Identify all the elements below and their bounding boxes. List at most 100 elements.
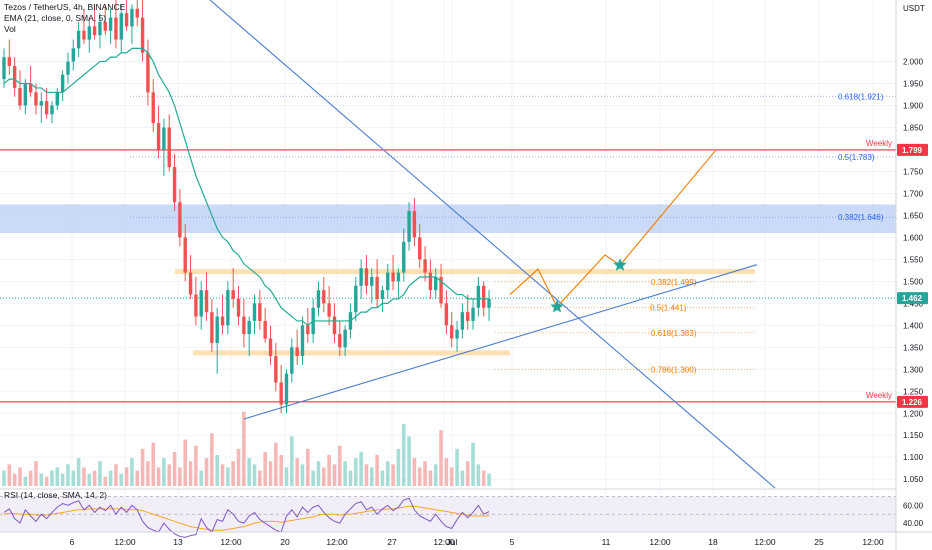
candle-body [364,268,369,286]
candle-body [44,101,49,115]
candle-body [423,259,427,273]
volume-bar [428,470,433,486]
weekly-level-label: Weekly [866,139,892,148]
volume-bar [135,470,140,486]
time-tick: 18 [708,537,718,547]
volume-bar [215,455,219,486]
volume-bar [50,470,54,486]
volume-bar [178,467,182,486]
price-tick: 1.650 [903,211,924,220]
time-tick: 12:00 [433,537,455,547]
volume-bar [327,455,331,486]
price-tick: 1.900 [903,102,924,111]
candle-body [2,57,6,80]
candle-body [66,61,70,75]
candle-body [34,92,38,106]
candle-body [482,285,486,308]
volume-bar [34,461,38,486]
candle-body [204,290,209,313]
candle-body [76,30,81,49]
price-tick: 1.100 [903,453,924,462]
time-tick: 12:00 [754,537,776,547]
volume-bar [476,464,481,486]
volume-bar [146,461,150,486]
volume-bar [12,473,17,486]
rsi-legend[interactable]: RSI (14, close, SMA, 14, 2) [4,490,107,500]
chart-grid [0,0,896,532]
candle-body [300,325,305,357]
candle-body [412,211,417,238]
volume-bar [124,467,129,486]
volume-bar [481,470,486,486]
volume-bar [274,442,278,486]
candle-body [375,276,379,299]
candle-body [279,382,283,405]
volume-bar [119,473,124,486]
candle-body [183,237,187,273]
drawings[interactable] [209,0,776,489]
price-tick: 1.550 [903,255,924,264]
volume-bar [300,464,305,486]
volume-bar [130,458,134,486]
volume-bar [39,473,44,486]
candle-body [370,276,374,286]
volume-bar [28,470,33,486]
candle-body [220,316,225,326]
ema-polyline [3,47,490,327]
volume-bar [210,433,214,486]
volume-bar [444,458,449,486]
candle-body [130,8,134,27]
candle-body [151,92,155,124]
volume-bar [87,473,92,486]
fib-level-label: 0.618(1.383) [651,329,697,338]
candle-body [407,211,411,242]
time-tick: 5 [510,537,515,547]
candle-body [284,373,289,405]
horizontal-levels: Weekly Weekly 0.618(1.921) 0.5(1.783) 0.382(… [0,92,896,403]
volume-bar [455,448,459,486]
candle-body [471,307,475,321]
candle-body [343,329,347,348]
candle-body [108,17,113,31]
price-label-text: 1.226 [902,398,923,407]
time-tick: 12:00 [114,537,136,547]
volume-bar [423,461,427,486]
candle-body [476,285,481,308]
volume-bar [316,461,321,486]
candle-body [156,123,161,150]
volume-bar [460,470,465,486]
symbol-title[interactable]: Tezos / TetherUS, 4h, BINANCE [4,2,126,12]
volume-bar [55,467,60,486]
time-tick: 13 [173,537,183,547]
volume-bar [417,467,422,486]
volume-legend[interactable]: Vol [4,24,16,34]
ema-legend[interactable]: EMA (21, close, 0, SMA, 5) [4,13,107,23]
candle-body [444,303,449,326]
candle-body [103,21,107,31]
volume-bar [247,458,251,486]
candle-body [39,101,44,106]
volume-bar [108,470,113,486]
candle-body [306,325,310,335]
candle-body [167,127,171,168]
zones [0,204,896,356]
candle-body [124,13,129,27]
time-tick: 12:00 [220,537,242,547]
volume-bar [92,470,97,486]
candle-body [439,276,443,304]
price-label-box [897,395,928,408]
candle-body [60,74,65,93]
volume-bar [103,476,108,486]
volume-bar [412,458,417,486]
volume-bar [311,470,315,486]
candle-body [55,92,59,106]
price-tick: 1.350 [903,343,924,352]
candle-body [50,105,54,115]
time-tick: 25 [814,537,824,547]
candle-body [12,65,17,88]
candle-body [455,329,459,339]
time-tick: 20 [280,537,290,547]
rsi-pane [0,488,932,538]
